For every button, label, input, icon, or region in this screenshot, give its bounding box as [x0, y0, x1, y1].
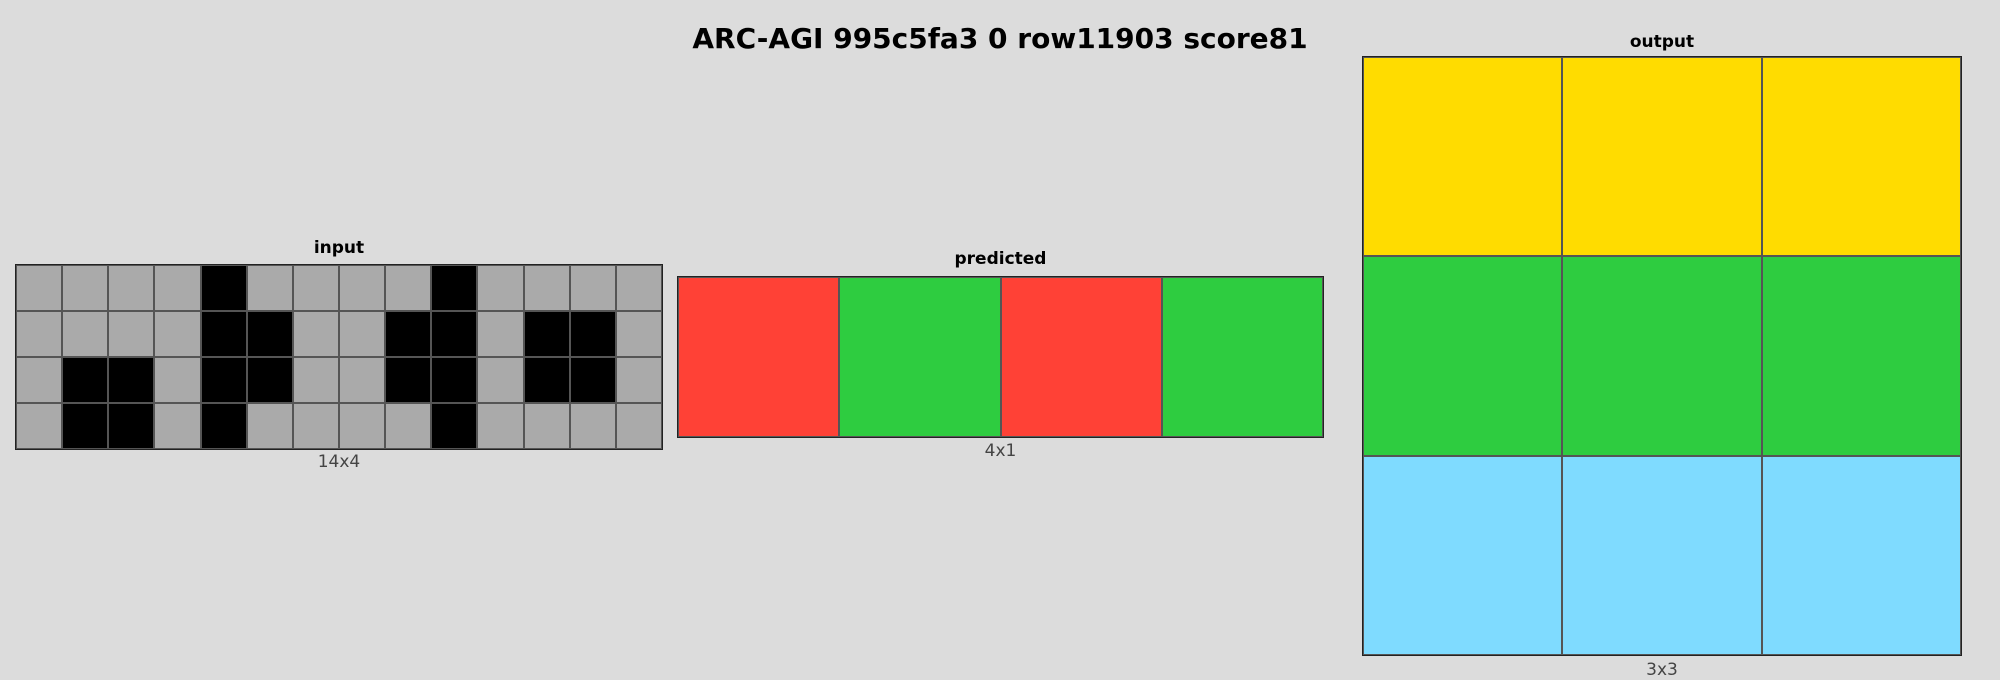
output-cell [1761, 57, 1961, 257]
input-dims: 14x4 [317, 452, 361, 472]
input-cell [523, 265, 570, 311]
output-cell [1761, 256, 1961, 456]
predicted-dims: 4x1 [984, 441, 1017, 461]
input-cell [200, 357, 247, 403]
input-cell [108, 403, 155, 449]
input-cell [523, 403, 570, 449]
input-cell [292, 357, 339, 403]
input-cell [246, 311, 293, 357]
predicted-cell [1161, 277, 1323, 437]
output-cell [1761, 455, 1961, 655]
input-cell [246, 403, 293, 449]
input-cell [200, 403, 247, 449]
input-cell [16, 403, 63, 449]
input-cell [569, 403, 616, 449]
input-cell [569, 311, 616, 357]
input-cell [385, 357, 432, 403]
input-cell [154, 357, 201, 403]
input-cell [338, 265, 386, 311]
input-cell [385, 265, 432, 311]
input-cell [477, 311, 524, 357]
input-cell [292, 311, 339, 357]
input-cell [154, 311, 201, 357]
input-cell [108, 357, 155, 403]
output-cell [1562, 256, 1762, 456]
input-cell [569, 265, 616, 311]
input-cell [569, 357, 616, 403]
input-cell [615, 357, 662, 403]
predicted-cell [839, 277, 1001, 437]
input-cell [615, 403, 662, 449]
output-grid [1362, 56, 1962, 656]
output-dims: 3x3 [1646, 660, 1678, 680]
predicted-label: predicted [954, 249, 1047, 269]
input-cell [62, 357, 109, 403]
input-cell [431, 357, 478, 403]
input-cell [154, 265, 201, 311]
input-cell [246, 357, 293, 403]
input-cell [292, 265, 339, 311]
input-cell [615, 311, 662, 357]
input-cell [16, 357, 63, 403]
input-cell [385, 311, 432, 357]
input-cell [108, 265, 155, 311]
input-cell [431, 265, 478, 311]
input-cell [615, 265, 662, 311]
input-cell [477, 265, 524, 311]
output-cell [1562, 57, 1762, 257]
input-label: input [313, 238, 365, 258]
page-title: ARC-AGI 995c5fa3 0 row11903 score81 [692, 22, 1308, 55]
input-cell [431, 311, 478, 357]
predicted-grid [677, 276, 1324, 438]
input-cell [16, 265, 63, 311]
output-label: output [1629, 32, 1695, 52]
input-cell [62, 265, 109, 311]
output-cell [1363, 455, 1563, 655]
input-cell [431, 403, 478, 449]
input-cell [338, 357, 386, 403]
predicted-cell [1000, 277, 1162, 437]
output-cell [1363, 57, 1563, 257]
input-cell [338, 403, 386, 449]
output-cell [1562, 455, 1762, 655]
input-cell [292, 403, 339, 449]
predicted-cell [678, 277, 840, 437]
input-cell [200, 265, 247, 311]
input-cell [16, 311, 63, 357]
input-cell [523, 357, 570, 403]
input-cell [200, 311, 247, 357]
output-cell [1363, 256, 1563, 456]
input-cell [154, 403, 201, 449]
input-cell [477, 403, 524, 449]
input-cell [523, 311, 570, 357]
input-cell [62, 403, 109, 449]
input-cell [246, 265, 293, 311]
input-cell [338, 311, 386, 357]
input-cell [108, 311, 155, 357]
input-cell [62, 311, 109, 357]
input-grid [15, 264, 663, 450]
input-cell [385, 403, 432, 449]
input-cell [477, 357, 524, 403]
